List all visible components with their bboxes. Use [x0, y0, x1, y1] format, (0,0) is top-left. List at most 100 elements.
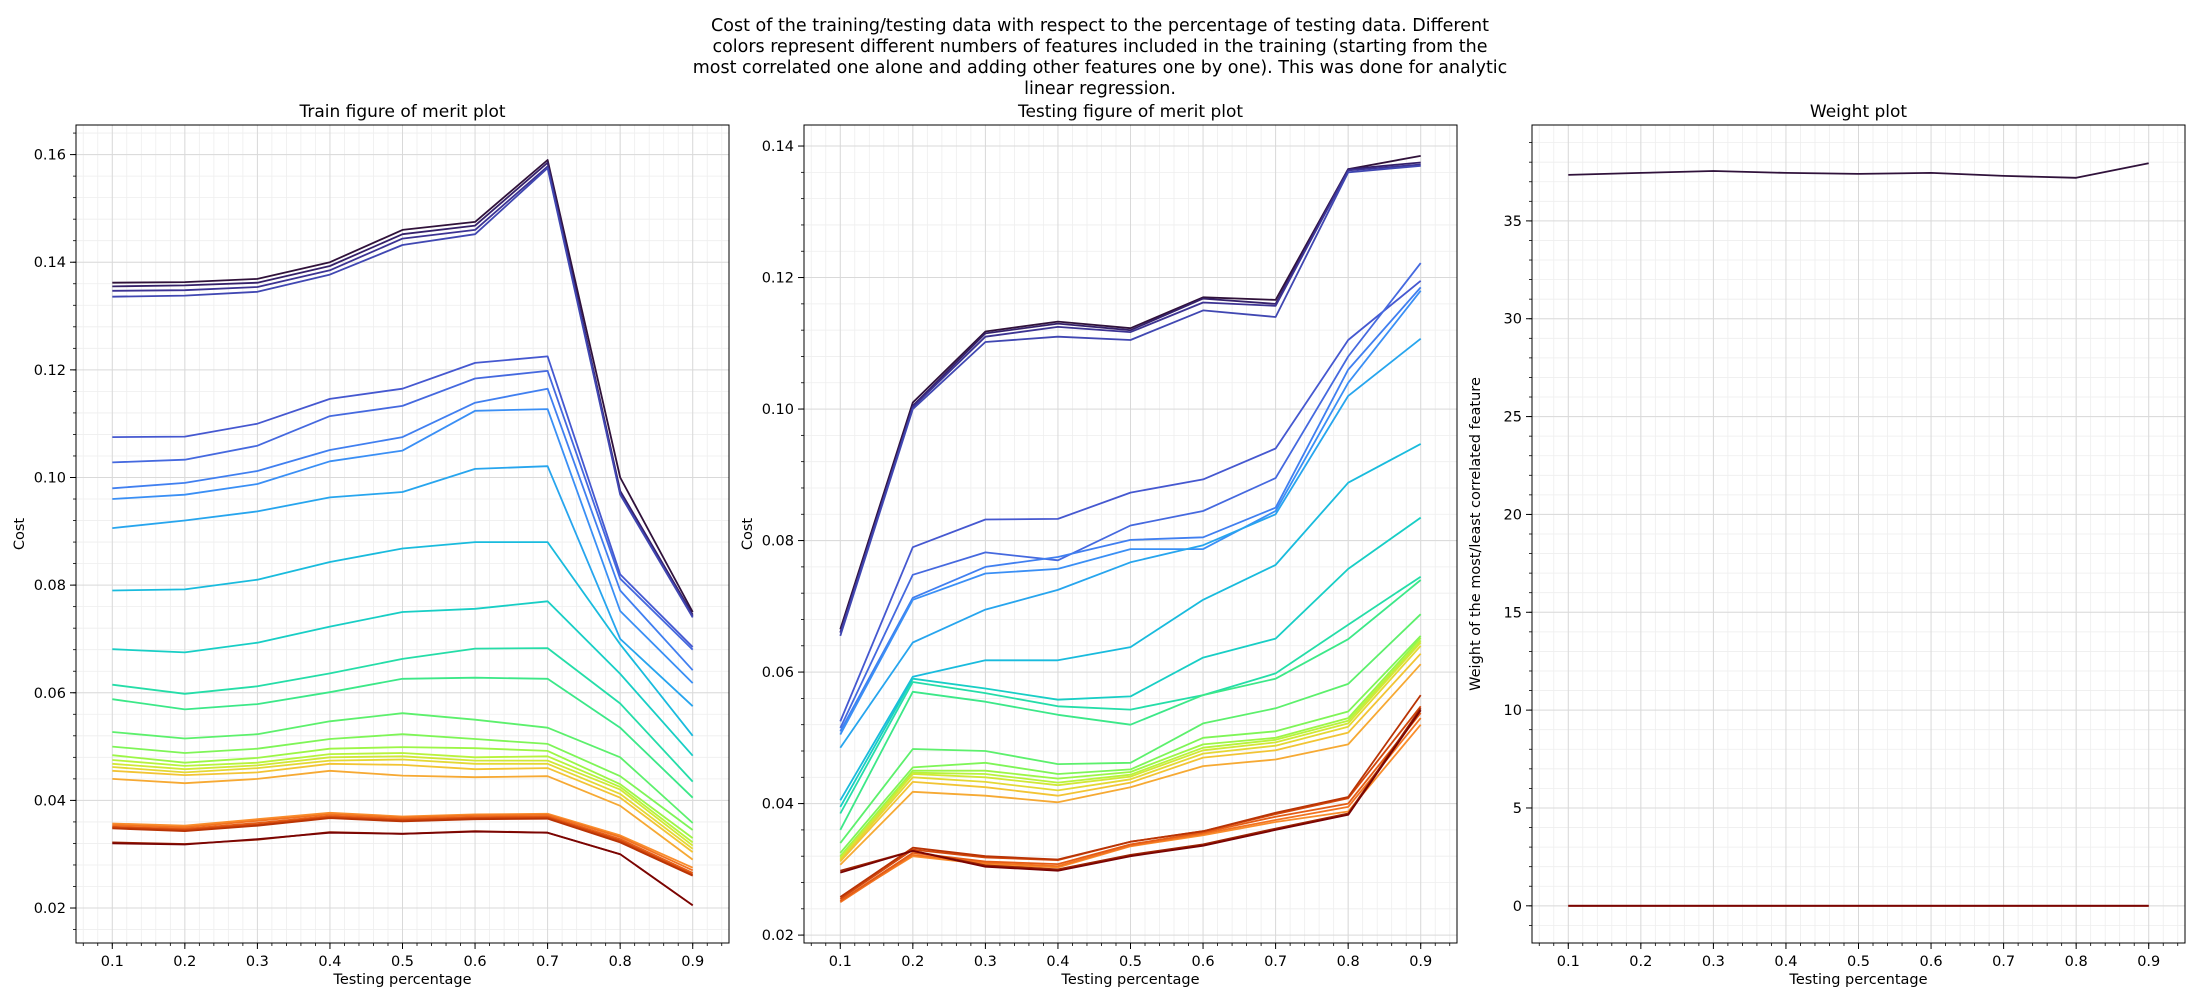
series-line-1	[1568, 162, 2149, 179]
series-line-4	[839, 164, 1421, 637]
chart-title: Testing figure of merit plot	[1017, 102, 1243, 122]
series-line-20	[112, 762, 694, 853]
x-tick-label: 0.3	[974, 954, 997, 970]
series-line-5	[112, 355, 694, 648]
y-tick-label: 0.06	[762, 665, 794, 681]
y-tick-label: 35	[1504, 214, 1522, 230]
series-line-21	[839, 663, 1422, 866]
x-tick-label: 0.8	[609, 954, 632, 970]
series-line-13	[839, 579, 1422, 831]
x-tick-label: 0.9	[681, 954, 704, 970]
series-line-11	[839, 516, 1422, 808]
series-line-8	[112, 408, 694, 684]
x-tick-label: 0.4	[1774, 954, 1797, 970]
x-axis-label: Testing percentage	[1060, 972, 1199, 988]
series-line-7	[112, 387, 694, 671]
y-tick-label: 0.04	[762, 797, 794, 813]
series-line-6	[839, 262, 1422, 729]
series-line-19	[112, 758, 694, 850]
x-tick-label: 0.1	[1557, 954, 1580, 970]
series-line-17	[112, 752, 694, 844]
series-line-9	[839, 337, 1422, 749]
series-line-23	[839, 717, 1422, 903]
series-line-18	[839, 641, 1422, 860]
series-line-8	[839, 290, 1422, 736]
series-line-16	[112, 746, 694, 839]
series-line-14	[112, 712, 694, 824]
chart-panel-1: 0.1 0.2 0.3 0.4 0.5 0.6 0.7 0.8 0.9 0.02 0.04 0.06 0…	[12, 102, 730, 988]
y-tick-label: 15	[1504, 605, 1522, 621]
x-axis-label: Testing percentage	[332, 972, 471, 988]
series-line-19	[839, 645, 1422, 861]
grid	[76, 125, 729, 943]
y-tick-label: 0.02	[762, 928, 794, 944]
y-tick-label: 0.02	[34, 901, 66, 917]
chart-title: Weight plot	[1810, 102, 1908, 122]
y-tick-label: 0.06	[34, 686, 66, 702]
x-tick-label: 0.7	[1264, 954, 1287, 970]
series-lines	[112, 159, 694, 907]
series-line-23	[112, 813, 694, 872]
series-line-26	[112, 817, 694, 877]
x-tick-label: 0.5	[1847, 954, 1870, 970]
figure-suptitle: Cost of the training/testing data with r…	[692, 16, 1508, 99]
chart-title: Train figure of merit plot	[298, 102, 505, 122]
x-tick-label: 0.4	[318, 954, 341, 970]
y-tick-label: 0.14	[34, 255, 66, 271]
x-tick-label: 0.6	[1920, 954, 1943, 970]
series-line-22	[112, 811, 694, 869]
series-line-16	[839, 637, 1422, 857]
series-line-10	[112, 541, 694, 737]
series-line-21	[112, 769, 694, 861]
series-line-7	[839, 286, 1422, 732]
series-line-1	[112, 159, 694, 613]
x-tick-label: 0.9	[2137, 954, 2160, 970]
x-tick-label: 0.5	[1119, 954, 1142, 970]
series-line-18	[112, 755, 694, 847]
y-tick-label: 0	[1513, 899, 1522, 915]
x-tick-label: 0.2	[901, 954, 924, 970]
x-tick-label: 0.3	[246, 954, 269, 970]
series-line-15	[112, 733, 694, 831]
x-tick-label: 0.1	[101, 954, 124, 970]
x-tick-label: 0.7	[1992, 954, 2015, 970]
y-tick-label: 0.08	[34, 578, 66, 594]
x-tick-label: 0.8	[2065, 954, 2088, 970]
x-axis-label: Testing percentage	[1788, 972, 1927, 988]
series-line-5	[839, 280, 1422, 722]
y-tick-label: 0.04	[34, 793, 66, 809]
y-tick-label: 0.12	[762, 271, 794, 287]
chart-panel-2: 0.1 0.2 0.3 0.4 0.5 0.6 0.7 0.8 0.9 0.02 0.04 0.06 0…	[740, 102, 1458, 988]
series-line-24	[112, 815, 694, 874]
series-line-28	[112, 830, 694, 907]
y-axis-label: Cost	[740, 518, 756, 551]
x-tick-label: 0.4	[1046, 954, 1069, 970]
series-line-12	[839, 575, 1422, 814]
series-line-9	[112, 465, 694, 707]
y-tick-label: 0.12	[34, 363, 66, 379]
series-line-20	[839, 653, 1422, 863]
x-tick-label: 0.9	[1409, 954, 1432, 970]
y-tick-label: 10	[1504, 703, 1522, 719]
x-tick-label: 0.6	[464, 954, 487, 970]
series-line-28	[840, 709, 1422, 874]
series-line-13	[112, 676, 694, 799]
x-tick-label: 0.6	[1192, 954, 1215, 970]
x-tick-label: 0.7	[536, 954, 559, 970]
series-lines	[839, 155, 1422, 903]
chart-panel-3: 0.1 0.2 0.3 0.4 0.5 0.6 0.7 0.8 0.9 0 5 10 15 20 25 30 3…	[1468, 102, 2186, 988]
grid	[1532, 125, 2185, 943]
series-line-25	[112, 816, 694, 876]
y-tick-label: 25	[1504, 410, 1522, 426]
x-tick-label: 0.5	[391, 954, 414, 970]
series-line-14	[839, 613, 1422, 844]
x-tick-label: 0.8	[1337, 954, 1360, 970]
series-line-12	[112, 647, 694, 783]
y-tick-label: 20	[1504, 507, 1522, 523]
series-line-17	[839, 639, 1422, 859]
series-lines	[1568, 162, 2149, 907]
y-tick-label: 5	[1513, 801, 1522, 817]
series-line-4	[112, 167, 694, 618]
grid	[804, 125, 1457, 943]
